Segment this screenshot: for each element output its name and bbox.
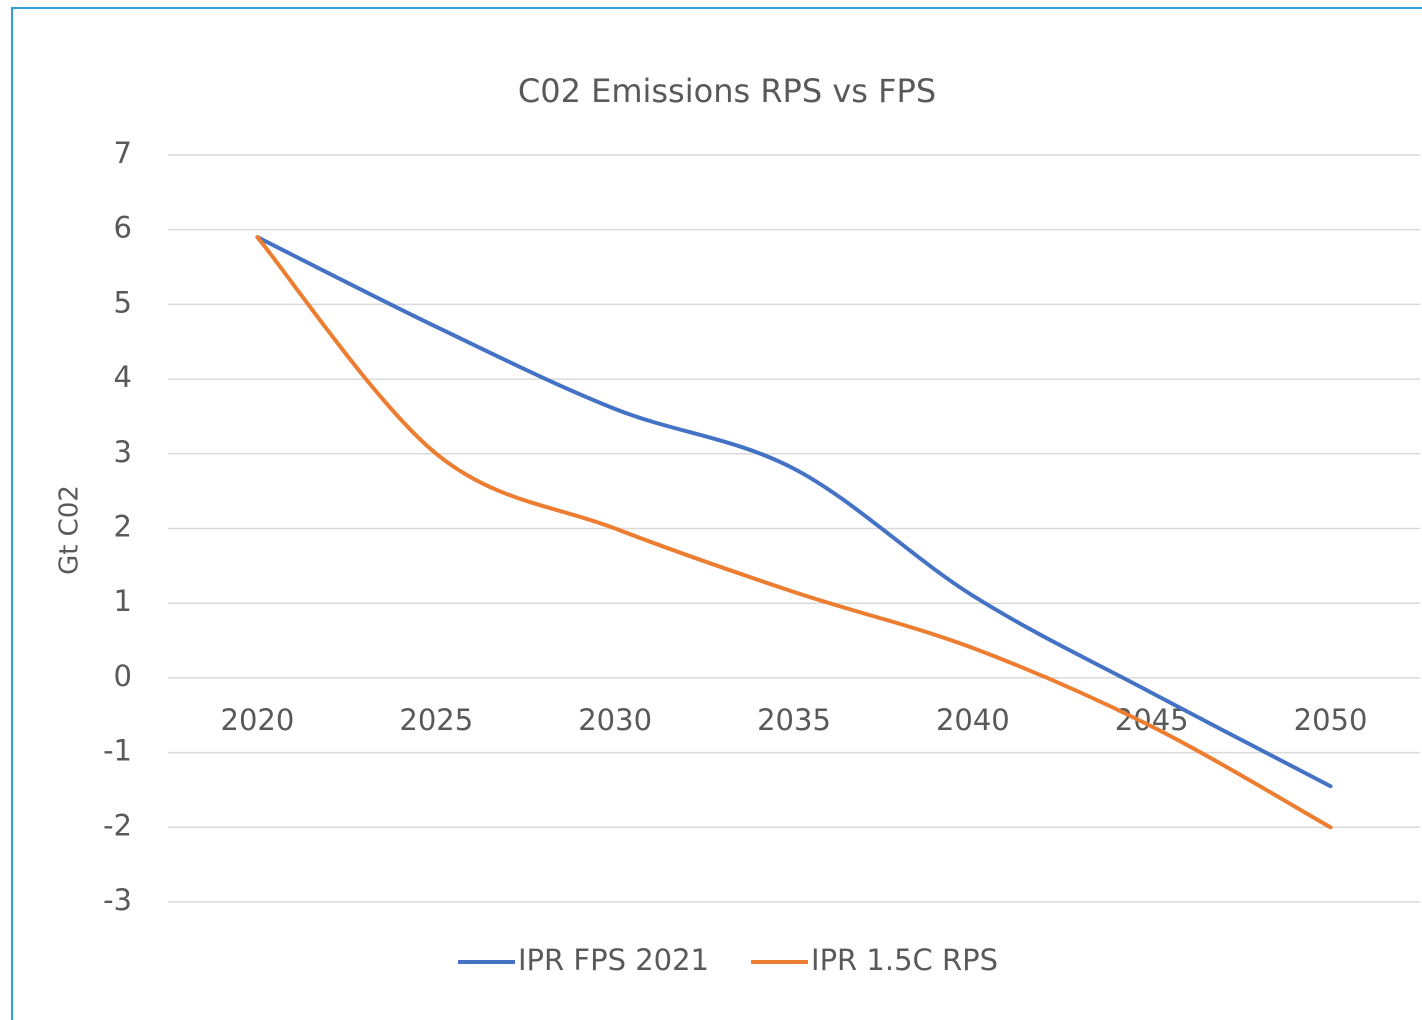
y-tick-label: 6 bbox=[114, 211, 132, 245]
x-tick-label: 2030 bbox=[578, 703, 652, 737]
chart-title: C02 Emissions RPS vs FPS bbox=[518, 72, 936, 110]
y-tick-label: 1 bbox=[114, 584, 132, 618]
y-tick-label: 5 bbox=[114, 285, 132, 319]
y-tick-label: 7 bbox=[114, 136, 132, 170]
y-tick-label: -1 bbox=[103, 734, 132, 768]
x-tick-label: 2020 bbox=[221, 703, 295, 737]
x-tick-label: 2040 bbox=[936, 703, 1010, 737]
y-tick-label: 0 bbox=[114, 659, 132, 693]
chart-frame bbox=[11, 7, 1422, 1020]
y-axis-label: Gt C02 bbox=[55, 485, 85, 575]
legend-label: IPR 1.5C RPS bbox=[811, 943, 998, 977]
legend-label: IPR FPS 2021 bbox=[518, 943, 709, 977]
y-tick-label: -2 bbox=[103, 808, 132, 842]
x-tick-label: 2045 bbox=[1115, 703, 1189, 737]
y-tick-label: 3 bbox=[114, 435, 132, 469]
x-tick-label: 2035 bbox=[757, 703, 831, 737]
series-line bbox=[255, 235, 1333, 789]
series-line bbox=[255, 235, 1333, 830]
x-tick-label: 2050 bbox=[1294, 703, 1368, 737]
y-tick-label: -3 bbox=[103, 883, 132, 917]
y-tick-label: 4 bbox=[114, 360, 132, 394]
x-tick-label: 2025 bbox=[399, 703, 473, 737]
y-tick-label: 2 bbox=[114, 510, 132, 544]
